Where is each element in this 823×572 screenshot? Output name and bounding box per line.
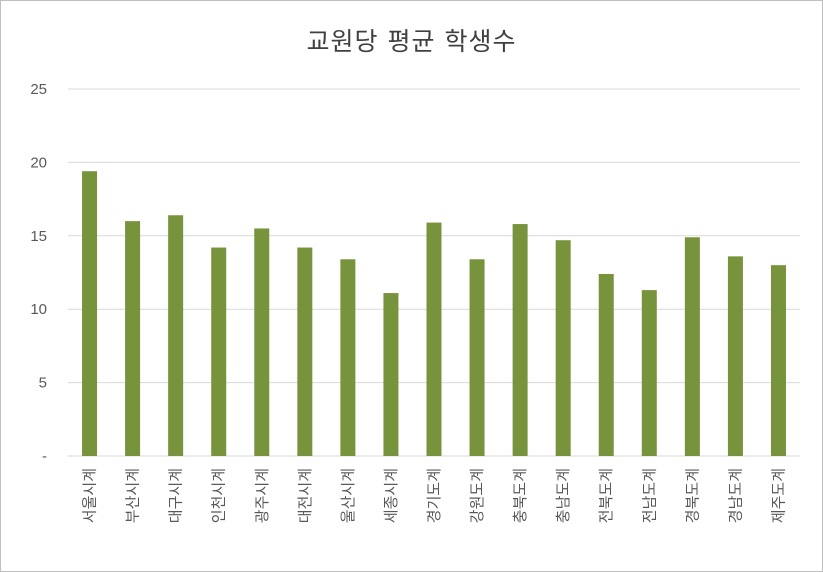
bars [82, 171, 786, 456]
y-tick-label: 25 [30, 81, 47, 98]
bar [555, 240, 571, 456]
bar [598, 273, 614, 456]
bar [340, 259, 356, 456]
bar [254, 228, 270, 456]
x-tick-label: 경남도계 [726, 468, 744, 523]
bar [727, 256, 743, 456]
x-tick-label: 전북도계 [597, 468, 615, 523]
x-tick-label: 전남도계 [640, 468, 658, 523]
bar [168, 215, 184, 456]
y-tick-label: 5 [39, 375, 47, 392]
bar [469, 259, 485, 456]
x-tick-label: 충북도계 [511, 468, 529, 523]
x-tick-label: 대전시계 [296, 468, 314, 523]
x-tick-label: 서울시계 [81, 468, 99, 523]
x-tick-label: 강원도계 [468, 468, 486, 523]
x-axis-labels: 서울시계 부산시계 대구시계 인천시계 광주시계 대전시계 울산시계 세종시계 경기도계 강원도계… [81, 468, 788, 523]
bar [512, 224, 528, 456]
y-tick-label: - [42, 448, 47, 465]
x-tick-label: 세종시계 [382, 468, 400, 523]
x-tick-label: 인천시계 [210, 468, 228, 523]
x-tick-label: 충남도계 [554, 468, 572, 523]
y-axis-ticks: - 5 10 15 20 25 [30, 81, 47, 465]
bar [82, 171, 98, 456]
bar [770, 265, 786, 456]
bar [297, 247, 313, 456]
y-tick-label: 20 [30, 154, 47, 171]
x-tick-label: 경기도계 [425, 468, 443, 523]
chart-title: 교원당 평균 학생수 [306, 27, 517, 56]
y-tick-label: 10 [30, 301, 47, 318]
bar [383, 293, 399, 456]
y-tick-label: 15 [30, 228, 47, 245]
x-tick-label: 울산시계 [339, 468, 357, 523]
bar [641, 290, 657, 456]
bar [211, 247, 227, 456]
x-tick-label: 대구시계 [167, 468, 185, 523]
bar [426, 222, 442, 456]
bar [125, 221, 141, 456]
bar [684, 237, 700, 456]
x-tick-label: 경북도계 [683, 468, 701, 523]
x-tick-label: 광주시계 [253, 468, 271, 523]
x-tick-label: 제주도계 [769, 468, 787, 523]
x-tick-label: 부산시계 [124, 468, 142, 523]
